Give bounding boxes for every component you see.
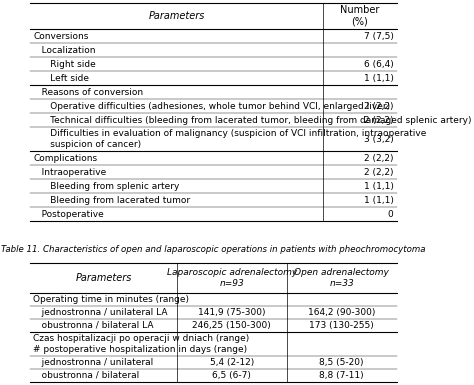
Text: Operating time in minutes (range): Operating time in minutes (range): [33, 295, 189, 304]
Text: Table 11. Characteristics of open and laparoscopic operations in patients with p: Table 11. Characteristics of open and la…: [1, 245, 426, 254]
Text: Right side: Right side: [33, 60, 96, 69]
Text: jednostronna / unilateral: jednostronna / unilateral: [33, 358, 154, 367]
Text: Technical difficulties (bleeding from lacerated tumor, bleeding from damaged spl: Technical difficulties (bleeding from la…: [33, 116, 472, 124]
Text: 1 (1,1): 1 (1,1): [364, 196, 393, 204]
Text: 6,5 (6-7): 6,5 (6-7): [212, 371, 251, 380]
Text: 2 (2,2): 2 (2,2): [364, 154, 393, 162]
Text: Parameters: Parameters: [75, 273, 132, 283]
Text: Czas hospitalizacji po operacji w dniach (range)
# postoperative hospitalization: Czas hospitalizacji po operacji w dniach…: [33, 334, 249, 354]
Text: 2 (2,2): 2 (2,2): [364, 102, 393, 110]
Text: jednostronna / unilateral LA: jednostronna / unilateral LA: [33, 308, 168, 317]
Text: 6 (6,4): 6 (6,4): [364, 60, 393, 69]
Text: Postoperative: Postoperative: [33, 209, 104, 219]
Text: 2 (2,2): 2 (2,2): [364, 116, 393, 124]
Text: 1 (1,1): 1 (1,1): [364, 181, 393, 191]
Text: Reasons of conversion: Reasons of conversion: [33, 87, 143, 97]
Text: Left side: Left side: [33, 74, 89, 82]
Text: Localization: Localization: [33, 45, 96, 55]
Text: Difficulties in evaluation of malignancy (suspicion of VCI infiltration, intraop: Difficulties in evaluation of malignancy…: [33, 129, 427, 149]
Text: Intraoperative: Intraoperative: [33, 167, 107, 176]
Text: 8,8 (7-11): 8,8 (7-11): [319, 371, 364, 380]
Text: Number
(%): Number (%): [340, 5, 380, 27]
Text: Open adrenalectomy
n=33: Open adrenalectomy n=33: [294, 268, 389, 288]
Text: obustronna / bilateral: obustronna / bilateral: [33, 371, 139, 380]
Text: 164,2 (90-300): 164,2 (90-300): [308, 308, 375, 317]
Text: 1 (1,1): 1 (1,1): [364, 74, 393, 82]
Text: 0: 0: [388, 209, 393, 219]
Text: Complications: Complications: [33, 154, 97, 162]
Text: Parameters: Parameters: [148, 11, 205, 21]
Text: 3 (3,2): 3 (3,2): [364, 134, 393, 144]
Text: Laparoscopic adrenalectomy
n=93: Laparoscopic adrenalectomy n=93: [166, 268, 297, 288]
Text: Operative difficulties (adhesiones, whole tumor behind VCI, enlarged liver): Operative difficulties (adhesiones, whol…: [33, 102, 391, 110]
Text: 2 (2,2): 2 (2,2): [364, 167, 393, 176]
Text: 141,9 (75-300): 141,9 (75-300): [198, 308, 265, 317]
Text: 246,25 (150-300): 246,25 (150-300): [192, 321, 271, 330]
Text: obustronna / bilateral LA: obustronna / bilateral LA: [33, 321, 154, 330]
Text: Bleeding from lacerated tumor: Bleeding from lacerated tumor: [33, 196, 191, 204]
Text: 5,4 (2-12): 5,4 (2-12): [210, 358, 254, 367]
Text: 7 (7,5): 7 (7,5): [364, 32, 393, 40]
Text: 173 (130-255): 173 (130-255): [310, 321, 374, 330]
Text: Bleeding from splenic artery: Bleeding from splenic artery: [33, 181, 180, 191]
Text: 8,5 (5-20): 8,5 (5-20): [319, 358, 364, 367]
Text: Conversions: Conversions: [33, 32, 89, 40]
